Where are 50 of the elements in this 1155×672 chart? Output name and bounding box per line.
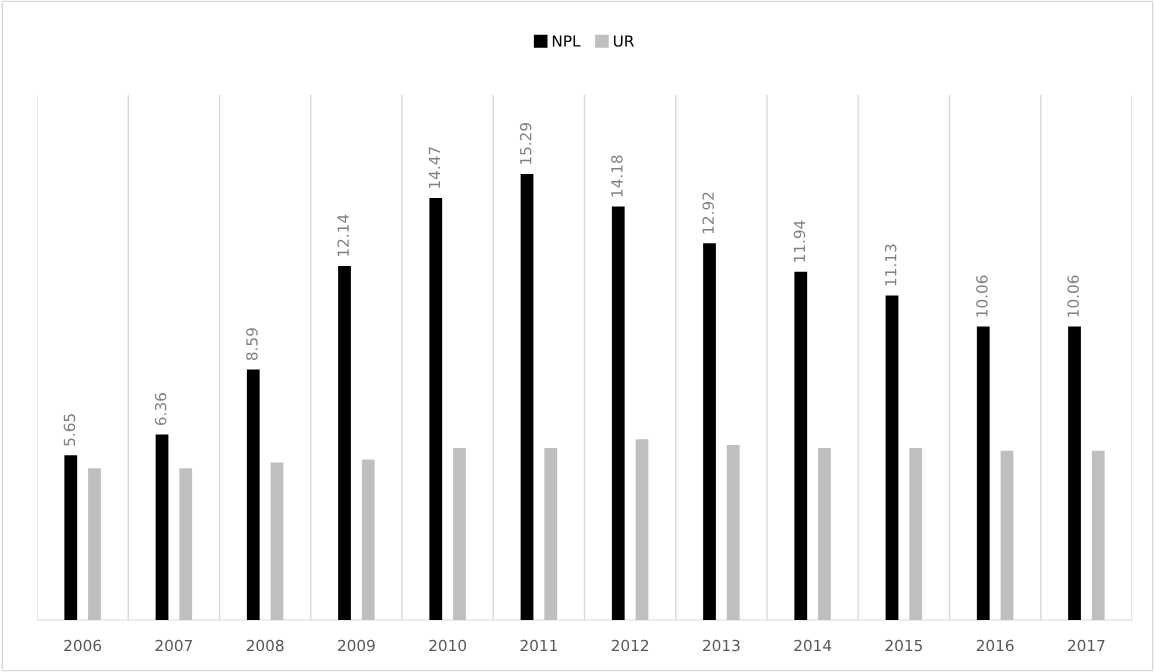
- data-label: 15.29: [519, 123, 532, 165]
- x-tick-label: 2006: [64, 639, 102, 652]
- bar: [635, 439, 649, 620]
- bar: [1068, 326, 1081, 620]
- bar: [818, 447, 831, 620]
- bar: [64, 455, 78, 620]
- x-tick-label: 2016: [976, 639, 1014, 652]
- x-tick-label: 2014: [794, 639, 832, 652]
- data-label: 5.65: [63, 414, 76, 446]
- bar: [88, 468, 101, 620]
- legend-label: NPL: [552, 35, 581, 47]
- data-label: 12.14: [337, 214, 349, 256]
- x-tick-label: 2007: [155, 639, 193, 652]
- x-tick-label: 2010: [429, 639, 467, 652]
- legend-label: UR: [613, 35, 634, 47]
- x-tick-label: 2013: [703, 639, 740, 652]
- data-label: 14.18: [611, 155, 623, 197]
- data-label: 11.13: [884, 244, 897, 286]
- bar: [726, 445, 740, 620]
- bar: [155, 434, 169, 620]
- data-label: 10.06: [1067, 275, 1079, 317]
- data-label: 12.92: [702, 192, 714, 234]
- data-label: 8.59: [246, 328, 258, 361]
- x-tick-label: 2017: [1068, 639, 1105, 652]
- bar: [361, 459, 375, 620]
- bar: [338, 265, 351, 620]
- data-label: 11.94: [793, 220, 806, 262]
- bar: [794, 271, 808, 620]
- bar: [429, 197, 443, 620]
- x-tick-label: 2012: [611, 639, 649, 652]
- bar: [246, 369, 260, 620]
- bar: [179, 468, 193, 620]
- bar: [453, 447, 466, 620]
- bar: [976, 326, 990, 620]
- data-label: 14.47: [428, 147, 440, 188]
- bar: [544, 447, 558, 620]
- bar: [1091, 450, 1105, 620]
- bar: [909, 447, 923, 620]
- bar: [611, 206, 625, 620]
- x-tick-label: 2011: [520, 639, 557, 652]
- data-label: 10.06: [976, 275, 988, 317]
- bar: [885, 295, 899, 620]
- bar: [270, 462, 284, 620]
- x-tick-label: 2009: [338, 639, 375, 652]
- x-tick-label: 2008: [246, 639, 284, 652]
- bar: [520, 174, 534, 620]
- bar: [1000, 450, 1014, 620]
- data-label: 6.36: [154, 393, 167, 426]
- bar: [703, 243, 716, 620]
- x-tick-label: 2015: [885, 639, 922, 652]
